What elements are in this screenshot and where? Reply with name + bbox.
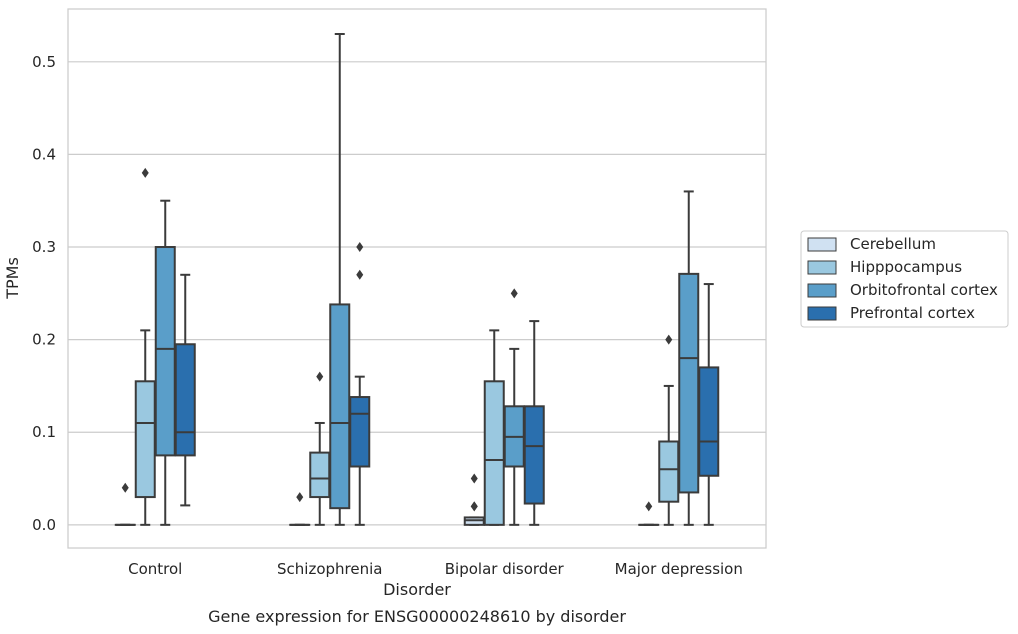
box-prefrontal-cortex	[698, 283, 720, 526]
x-tick-label: Major depression	[615, 560, 743, 578]
legend-swatch	[807, 260, 837, 275]
outlier-point	[470, 473, 478, 484]
box-iqr	[658, 440, 680, 503]
box-cerebellum	[463, 473, 485, 526]
box-series	[114, 33, 720, 526]
x-axis-ticks: Control Schizophrenia Bipolar disorder Majo…	[128, 560, 743, 578]
box-iqr	[134, 380, 156, 499]
box-iqr	[154, 246, 176, 457]
outlier-point	[141, 167, 149, 178]
legend-label: Orbitofrontal cortex	[850, 281, 998, 299]
chart-caption: Gene expression for ENSG00000248610 by d…	[208, 607, 626, 626]
box-iqr	[349, 396, 371, 468]
y-axis-ticks: 0.0 0.1 0.2 0.3 0.4 0.5	[32, 53, 56, 534]
box-cerebellum	[114, 482, 136, 526]
box-hipppocampus	[483, 329, 505, 526]
legend: Cerebellum Hipppocampus Orbitofrontal cort…	[800, 230, 1009, 328]
y-axis-label: TPMs	[3, 257, 22, 300]
box-cerebellum	[638, 501, 660, 526]
box-orbitofrontal-cortex	[503, 288, 525, 526]
y-tick-label: 0.4	[32, 145, 56, 163]
outlier-point	[121, 482, 129, 493]
outlier-point	[510, 288, 518, 299]
box-orbitofrontal-cortex	[678, 190, 700, 526]
legend-frame	[800, 230, 1009, 328]
box-iqr	[309, 451, 331, 499]
outlier-point	[356, 269, 364, 280]
legend-swatch	[807, 283, 837, 298]
legend-swatch	[807, 237, 837, 252]
box-prefrontal-cortex	[349, 242, 371, 526]
outlier-point	[316, 371, 324, 382]
box-prefrontal-cortex	[523, 320, 545, 526]
outlier-point	[645, 501, 653, 512]
box-cerebellum	[289, 492, 311, 526]
box-iqr	[174, 343, 196, 457]
box-hipppocampus	[658, 334, 680, 526]
outlier-point	[356, 242, 364, 253]
box-iqr	[483, 380, 505, 526]
x-tick-label: Bipolar disorder	[445, 560, 565, 578]
legend-label: Prefrontal cortex	[850, 304, 975, 322]
outlier-point	[296, 492, 304, 503]
box-prefrontal-cortex	[174, 273, 196, 507]
y-tick-label: 0.0	[32, 516, 56, 534]
box-iqr	[523, 405, 545, 505]
box-iqr	[678, 272, 700, 494]
y-tick-label: 0.3	[32, 238, 56, 256]
legend-swatch	[807, 306, 837, 321]
box-iqr	[329, 303, 351, 510]
box-orbitofrontal-cortex	[154, 199, 176, 526]
legend-label: Cerebellum	[850, 235, 936, 253]
legend-label: Hipppocampus	[850, 258, 962, 276]
y-tick-label: 0.1	[32, 423, 56, 441]
box-hipppocampus	[309, 371, 331, 526]
x-axis-label: Disorder	[383, 580, 451, 599]
y-tick-label: 0.2	[32, 331, 56, 349]
outlier-point	[665, 334, 673, 345]
plot-frame	[67, 8, 767, 549]
x-tick-label: Control	[128, 560, 182, 578]
y-tick-label: 0.5	[32, 53, 56, 71]
box-orbitofrontal-cortex	[329, 33, 351, 526]
x-tick-label: Schizophrenia	[277, 560, 382, 578]
outlier-point	[470, 501, 478, 512]
box-iqr	[698, 366, 720, 477]
box-hipppocampus	[134, 167, 156, 526]
